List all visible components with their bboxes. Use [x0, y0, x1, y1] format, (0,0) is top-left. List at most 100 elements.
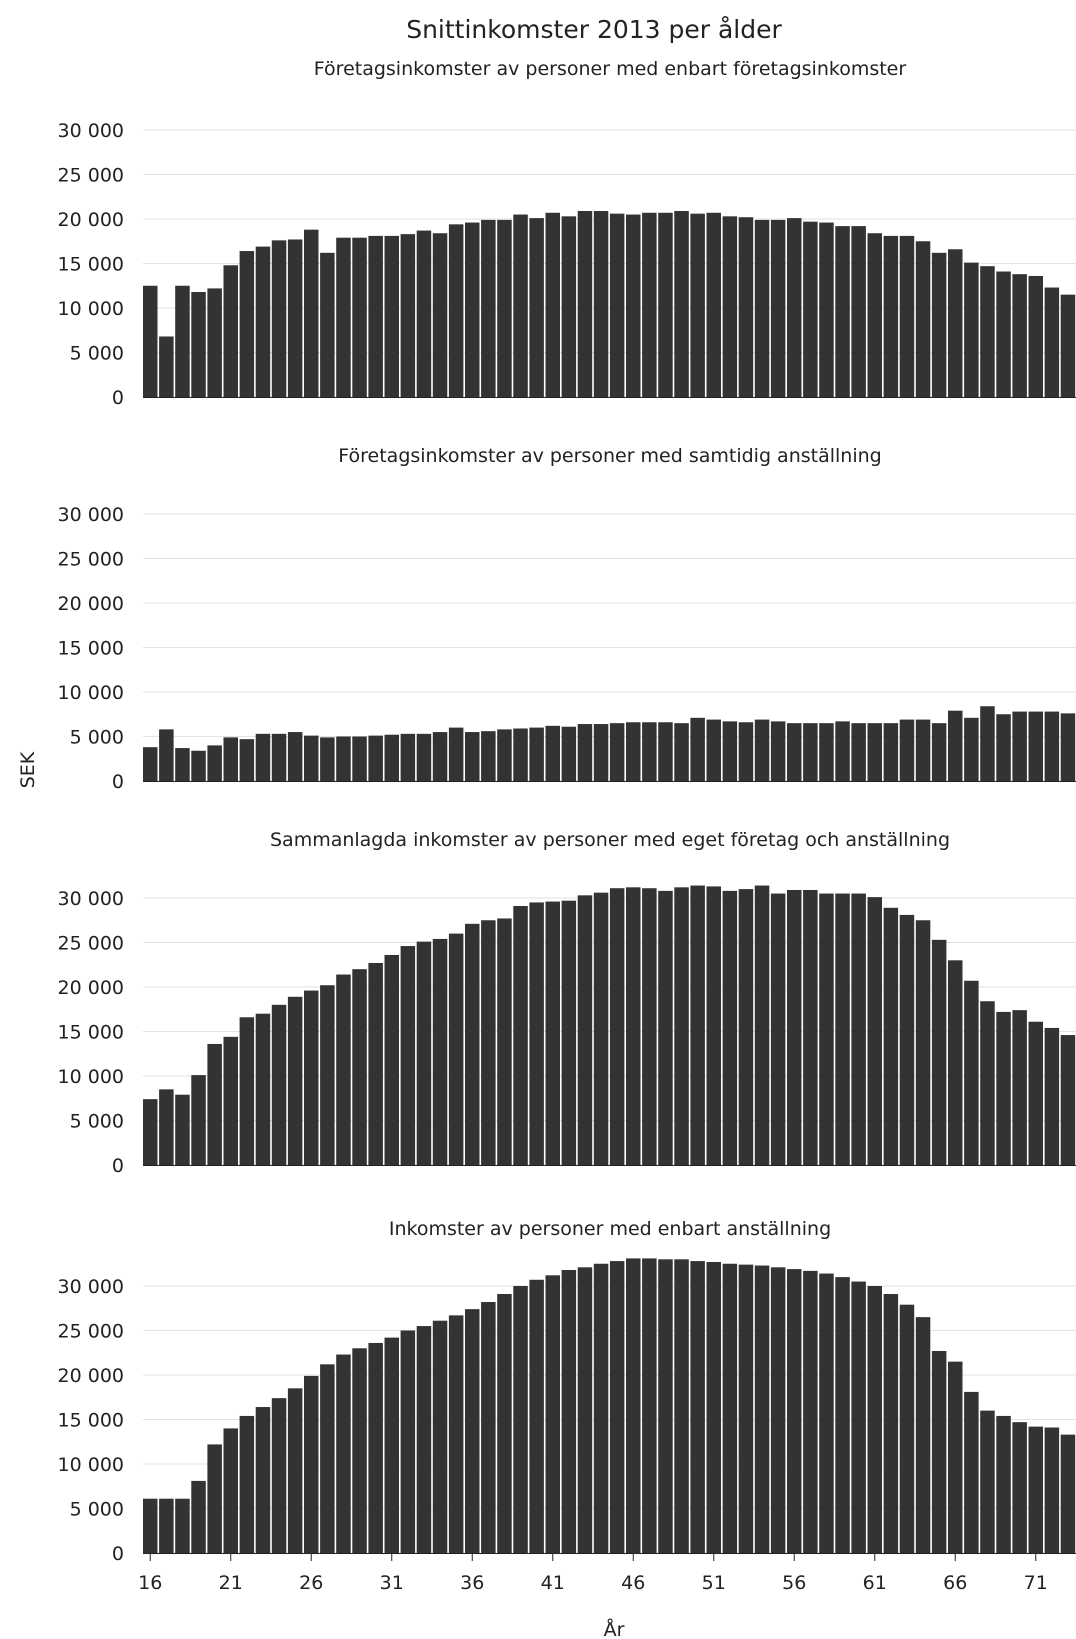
bar-age-18 [175, 1094, 190, 1165]
panel-4: Inkomster av personer med enbart anställ… [58, 1218, 1076, 1565]
bar-age-41 [545, 901, 560, 1165]
y-tick-label: 15 000 [58, 638, 124, 660]
y-tick-label: 20 000 [58, 977, 124, 999]
bar-age-36 [465, 732, 480, 781]
bar-age-68 [980, 1001, 995, 1165]
bar-age-17 [159, 1498, 174, 1553]
y-axis-label: SEK [17, 751, 39, 788]
y-tick-label: 30 000 [58, 888, 124, 910]
bar-age-21 [223, 1428, 238, 1553]
y-tick-label: 5 000 [70, 1111, 124, 1133]
bar-age-45 [609, 213, 625, 397]
bar-age-18 [175, 285, 190, 397]
bar-age-52 [722, 216, 738, 397]
bar-age-37 [481, 731, 496, 781]
y-tick-label: 30 000 [58, 1276, 124, 1298]
x-axis: 16 21 26 31 36 41 46 51 56 61 66 71 [138, 1554, 1048, 1594]
bar-age-32 [400, 234, 416, 397]
bar-age-59 [835, 226, 850, 397]
bar-age-17 [159, 336, 174, 397]
bar-age-52 [722, 890, 738, 1165]
bar-age-57 [803, 889, 818, 1165]
bar-age-30 [368, 735, 383, 781]
bar-age-42 [561, 900, 577, 1165]
bar-age-28 [336, 237, 351, 397]
bar-age-44 [593, 1263, 609, 1553]
bar-age-72 [1044, 1027, 1060, 1165]
y-tick-label: 30 000 [58, 120, 124, 142]
bar-age-18 [175, 748, 190, 781]
bar-age-49 [674, 1259, 689, 1553]
bar-age-50 [690, 717, 705, 781]
bar-age-48 [658, 890, 673, 1165]
bar-age-23 [255, 246, 271, 397]
bar-age-58 [819, 1273, 834, 1553]
bar-age-65 [931, 1350, 947, 1553]
bar-age-47 [642, 212, 657, 397]
bar-age-67 [964, 717, 979, 781]
bar-age-59 [835, 721, 850, 781]
bar-age-23 [255, 1013, 271, 1165]
y-tick-label: 0 [112, 1543, 124, 1565]
bar-age-21 [223, 1036, 238, 1165]
bar-age-60 [851, 893, 866, 1165]
bar-age-65 [931, 723, 947, 781]
bar-age-64 [915, 241, 931, 397]
bar-age-46 [626, 722, 641, 781]
x-tick-label: 16 [138, 1572, 162, 1594]
bar-age-40 [529, 1279, 544, 1553]
bar-age-17 [159, 729, 174, 781]
bar-age-51 [706, 1261, 721, 1553]
bar-age-20 [207, 1444, 222, 1553]
bar-age-73 [1060, 1035, 1076, 1165]
bar-age-53 [738, 889, 754, 1165]
bar-age-33 [416, 230, 432, 397]
bar-age-60 [851, 723, 866, 781]
bar-age-22 [239, 739, 255, 781]
bar-age-27 [320, 985, 335, 1165]
bar-age-61 [867, 233, 882, 397]
x-axis-label: År [604, 1618, 625, 1639]
y-tick-label: 15 000 [58, 1410, 124, 1432]
bar-age-67 [964, 980, 979, 1165]
bar-age-71 [1028, 1021, 1043, 1165]
bar-age-57 [803, 723, 818, 781]
y-tick-label: 10 000 [58, 298, 124, 320]
bar-age-26 [304, 1375, 319, 1553]
bar-age-34 [432, 938, 448, 1165]
bar-age-19 [191, 750, 206, 781]
bar-age-38 [497, 1294, 512, 1553]
bar-age-24 [271, 240, 287, 397]
x-tick-label: 26 [299, 1572, 323, 1594]
bar-age-36 [465, 1309, 480, 1553]
bar-age-27 [320, 737, 335, 781]
bar-age-68 [980, 706, 995, 781]
bar-age-65 [931, 939, 947, 1165]
y-tick-label: 15 000 [58, 1022, 124, 1044]
bar-age-68 [980, 266, 995, 397]
bar-age-38 [497, 918, 512, 1165]
bar-age-70 [1012, 274, 1027, 397]
bar-age-69 [996, 271, 1011, 397]
bar-age-70 [1012, 1010, 1027, 1165]
y-tick-label: 20 000 [58, 1365, 124, 1387]
bar-age-71 [1028, 711, 1043, 781]
bar-age-21 [223, 265, 238, 397]
bar-age-50 [690, 213, 705, 397]
bar-age-39 [513, 1286, 528, 1553]
panel-2: Företagsinkomster av personer med samtid… [58, 445, 1076, 793]
bar-age-63 [899, 914, 915, 1165]
bar-age-71 [1028, 275, 1043, 397]
bar-age-33 [416, 941, 432, 1165]
y-tick-label: 30 000 [58, 504, 124, 526]
y-tick-label: 10 000 [58, 1066, 124, 1088]
bar-age-36 [465, 222, 480, 397]
bar-age-33 [416, 1326, 432, 1553]
bar-age-21 [223, 737, 238, 781]
y-tick-label: 25 000 [58, 933, 124, 955]
bar-age-19 [191, 1480, 206, 1553]
bar-age-58 [819, 723, 834, 781]
bar-age-25 [287, 732, 303, 781]
y-tick-label: 25 000 [58, 165, 124, 187]
panel-title: Sammanlagda inkomster av personer med eg… [270, 829, 950, 851]
